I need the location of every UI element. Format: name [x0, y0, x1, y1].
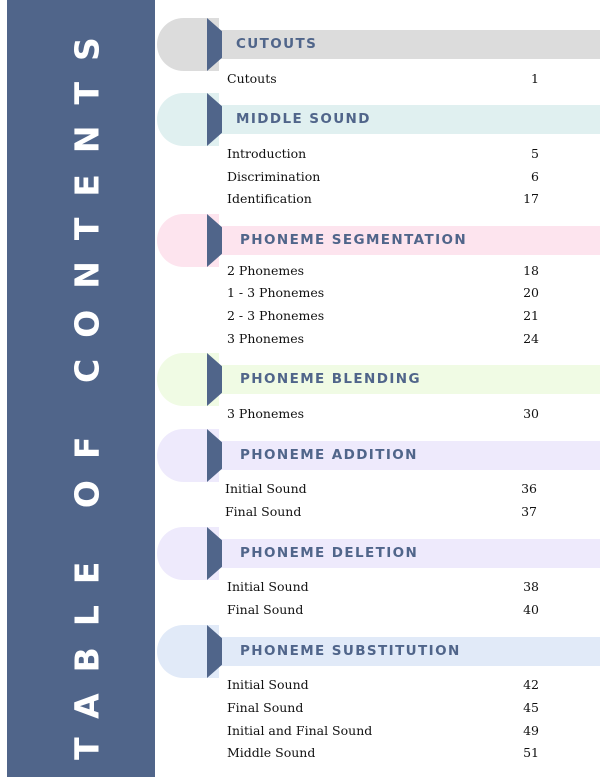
entry-page-number: 17 — [523, 191, 539, 206]
toc-entry[interactable]: Initial Sound 42 — [227, 676, 539, 694]
sidebar: TABLE OF CONTENTS — [7, 0, 155, 777]
section-band — [215, 30, 600, 59]
section-band — [215, 226, 600, 255]
entry-page-number: 37 — [521, 504, 537, 519]
entry-label: Cutouts — [227, 71, 277, 86]
toc-entry[interactable]: Final Sound 40 — [227, 601, 539, 619]
entry-label: 2 Phonemes — [227, 263, 305, 278]
entry-label: Initial and Final Sound — [227, 723, 373, 738]
toc-entry[interactable]: Middle Sound 51 — [227, 744, 539, 762]
section-band — [215, 539, 600, 568]
toc-entry[interactable]: Initial and Final Sound 49 — [227, 722, 539, 740]
entry-page-number: 51 — [523, 745, 539, 760]
entry-label: 3 Phonemes — [227, 331, 305, 346]
entry-page-number: 45 — [523, 700, 539, 715]
entry-label: Initial Sound — [227, 579, 309, 594]
section-band — [215, 441, 600, 470]
toc-entry[interactable]: 3 Phonemes 24 — [227, 330, 539, 348]
section-heading: CUTOUTS — [236, 36, 318, 52]
entry-page-number: 38 — [523, 579, 539, 594]
section-heading: PHONEME SUBSTITUTION — [240, 643, 461, 659]
section-tab-marker — [207, 527, 222, 580]
entry-label: Introduction — [227, 146, 307, 161]
entry-label: Initial Sound — [227, 677, 309, 692]
toc-entry[interactable]: Initial Sound 38 — [227, 578, 539, 596]
entry-page-number: 6 — [531, 169, 539, 184]
section-tab-marker — [207, 18, 222, 71]
entry-page-number: 40 — [523, 602, 539, 617]
page-title: TABLE OF CONTENTS — [67, 16, 107, 760]
entry-page-number: 30 — [523, 406, 539, 421]
entry-page-number: 21 — [523, 308, 539, 323]
section-band — [215, 637, 600, 666]
section-band — [215, 365, 600, 394]
entry-label: 3 Phonemes — [227, 406, 305, 421]
toc-entry[interactable]: Cutouts 1 — [227, 70, 539, 88]
entry-page-number: 36 — [521, 481, 537, 496]
entry-label: Final Sound — [227, 700, 304, 715]
section-band — [215, 105, 600, 134]
section-tab-marker — [207, 214, 222, 267]
entry-page-number: 24 — [523, 331, 539, 346]
toc-entry[interactable]: Initial Sound 36 — [225, 480, 537, 498]
toc-entry[interactable]: Final Sound 37 — [225, 503, 537, 521]
entry-label: 1 - 3 Phonemes — [227, 285, 325, 300]
section-heading: PHONEME ADDITION — [240, 447, 418, 463]
section-tab-marker — [207, 353, 222, 406]
entry-label: Identification — [227, 191, 312, 206]
entry-page-number: 49 — [523, 723, 539, 738]
entry-page-number: 18 — [523, 263, 539, 278]
section-heading: MIDDLE SOUND — [236, 111, 371, 127]
entry-page-number: 20 — [523, 285, 539, 300]
section-heading: PHONEME SEGMENTATION — [240, 232, 468, 248]
toc-entry[interactable]: 2 Phonemes 18 — [227, 262, 539, 280]
entry-label: Discrimination — [227, 169, 321, 184]
entry-page-number: 42 — [523, 677, 539, 692]
section-heading: PHONEME DELETION — [240, 545, 419, 561]
section-tab-marker — [207, 625, 222, 678]
section-tab-marker — [207, 429, 222, 482]
toc-entry[interactable]: Introduction 5 — [227, 145, 539, 163]
entry-page-number: 5 — [531, 146, 539, 161]
toc-entry[interactable]: Identification 17 — [227, 190, 539, 208]
entry-page-number: 1 — [531, 71, 539, 86]
toc-entry[interactable]: 2 - 3 Phonemes 21 — [227, 307, 539, 325]
toc-entry[interactable]: Final Sound 45 — [227, 699, 539, 717]
entry-label: Final Sound — [227, 602, 304, 617]
entry-label: Final Sound — [225, 504, 302, 519]
section-tab-marker — [207, 93, 222, 146]
section-heading: PHONEME BLENDING — [240, 371, 421, 387]
entry-label: Initial Sound — [225, 481, 307, 496]
toc-entry[interactable]: 3 Phonemes 30 — [227, 405, 539, 423]
toc-entry[interactable]: 1 - 3 Phonemes 20 — [227, 284, 539, 302]
toc-entry[interactable]: Discrimination 6 — [227, 168, 539, 186]
entry-label: Middle Sound — [227, 745, 316, 760]
entry-label: 2 - 3 Phonemes — [227, 308, 325, 323]
